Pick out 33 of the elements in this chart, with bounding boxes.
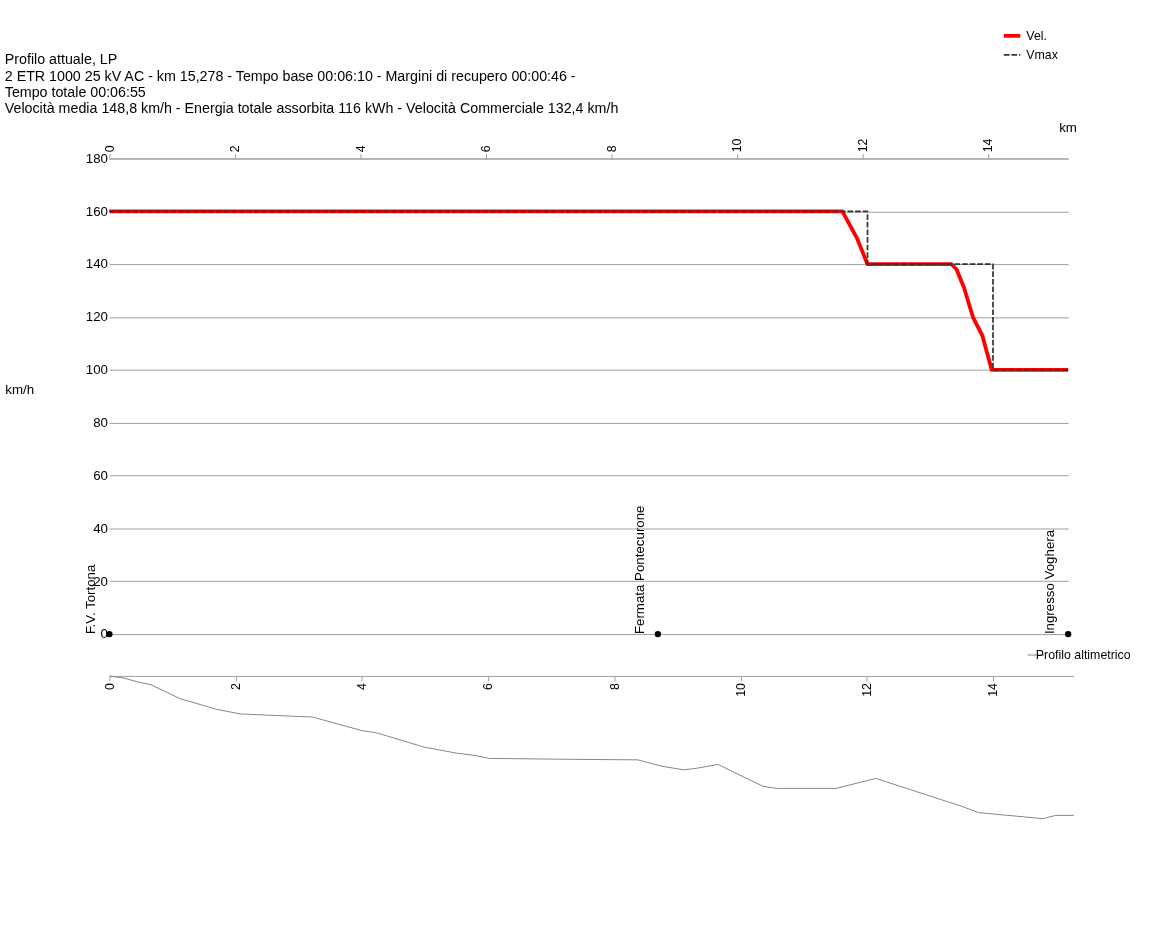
y-tick-label: 120	[85, 309, 108, 325]
x-tick-label: 2	[228, 145, 243, 153]
x-tick-label: 0	[102, 145, 117, 153]
x-tick-label: 0	[102, 682, 117, 690]
x-axis-title: km	[1059, 120, 1077, 136]
annotation: Ingresso Voghera	[1041, 529, 1057, 635]
x-tick-label: 10	[733, 682, 748, 697]
y-tick-label: 0	[100, 626, 108, 642]
y-tick-label: 40	[93, 520, 108, 536]
x-tick-label: 6	[479, 145, 494, 153]
annotation: Fermata Pontecurone	[631, 505, 647, 635]
x-tick-label: 12	[855, 138, 870, 153]
y-axis-title: km/h	[5, 381, 35, 397]
x-tick-label: 4	[355, 682, 370, 690]
chart-subtitle: 2 ETR 1000 25 kV AC - km 15,278 - Tempo base 00:06:10 - Margini di recupero 00:00:46 - Tempo totale 00:06:55 Velocità media 148,8 km/h - Energia totale assorbita 116 kWh - Velocità Commerciale 132,4 km/h	[4, 67, 619, 116]
x-tick-label: 8	[607, 682, 622, 690]
legend-label: Vmax	[1026, 47, 1059, 62]
y-tick-label: 100	[85, 362, 108, 378]
x-tick-label: 12	[860, 682, 875, 697]
chart-title: Profilo attuale, LP	[4, 51, 118, 68]
x-tick-label: 6	[481, 682, 496, 690]
x-tick-label: 2	[228, 682, 243, 690]
x-tick-label: 10	[730, 138, 745, 153]
text: Profilo altimetrico	[1035, 647, 1131, 662]
legend-label: Vel.	[1026, 28, 1047, 43]
x-tick-label: 4	[353, 145, 368, 153]
y-tick-label: 160	[85, 203, 108, 219]
x-tick-label: 8	[604, 145, 619, 153]
x-tick-label: 14	[986, 682, 1001, 697]
x-tick-label: 14	[981, 138, 996, 153]
y-tick-label: 60	[93, 467, 108, 483]
y-tick-label: 80	[93, 415, 108, 431]
y-tick-label: 140	[85, 256, 108, 272]
